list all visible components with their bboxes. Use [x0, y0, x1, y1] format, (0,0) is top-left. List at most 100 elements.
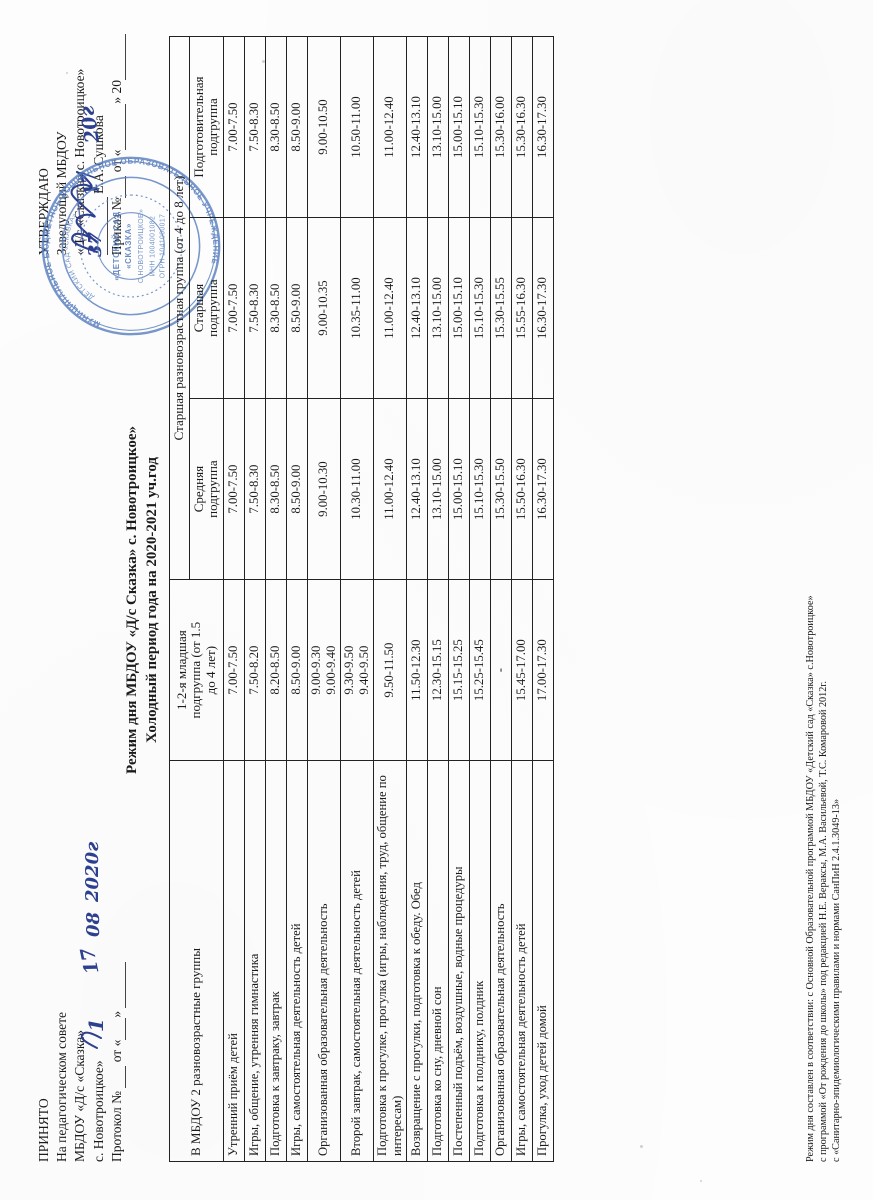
table-body: Утренний приём детей 7.00-7.50 7.00-7.50 7.…: [222, 36, 553, 1162]
row-time-pd: 13.10-15.00: [426, 36, 448, 218]
signature-field: [93, 197, 108, 256]
row-time-st: 7.00-7.50: [222, 217, 244, 399]
row-time-g1: 9.50-11.50: [372, 579, 406, 761]
row-time-pd: 15.00-15.10: [447, 36, 469, 218]
header-subgroup-prep: Подготовительная подгруппа: [188, 36, 223, 218]
row-activity-label: Игры, самостоятельная деятельность детей: [285, 760, 307, 1162]
row-time-st: 15.00-15.10: [447, 217, 469, 399]
row-time-st: 8.30-8.50: [264, 217, 286, 399]
row-activity-label: Игры, общение, утренняя гимнастика: [243, 760, 265, 1162]
header-subgroup-senior-l2: подгруппа: [204, 279, 220, 337]
document-body: ПРИНЯТО На педагогическом совете МБДОУ «…: [27, 20, 847, 1180]
row-time-pd: 12.40-13.10: [405, 36, 427, 218]
row-time-pd: 7.00-7.50: [222, 36, 244, 218]
schedule-table-wrapper: В МБДОУ 2 разновозрастные группы 1-2-я м…: [169, 36, 554, 1162]
row-time-sr: 8.30-8.50: [264, 398, 286, 580]
row-time-sr: 15.00-15.10: [447, 398, 469, 580]
header-junior-l3: до 4 лет): [202, 645, 218, 695]
table-row: Игры, общение, утренняя гимнастика 7.50-8…: [243, 36, 265, 1162]
row-time-g1: 7.00-7.50: [222, 579, 244, 761]
row-time-st: 8.50-9.00: [285, 217, 307, 399]
row-time-g1: 11.50-12.30: [405, 579, 427, 761]
row-time-g1: 9.00-9.30 9.00-9.40: [306, 579, 340, 761]
table-row: Организованная образовательная деятельно…: [306, 36, 340, 1162]
footnote-line-2: с программой «От рождения до школы» под …: [817, 681, 829, 1162]
row-activity-label: Подготовка к завтраку, завтрак: [264, 760, 286, 1162]
row-time-pd: 8.50-9.00: [285, 36, 307, 218]
row-time-sr: 10.30-11.00: [339, 398, 373, 580]
row-activity-label: Подготовка ко сну, дневной сон: [426, 760, 448, 1162]
protocol-from: от «: [108, 1039, 124, 1063]
row-time-pd: 7.50-8.30: [243, 36, 265, 218]
schedule-table: В МБДОУ 2 разновозрастные группы 1-2-я м…: [169, 36, 554, 1162]
table-row: Утренний приём детей 7.00-7.50 7.00-7.50 7.…: [222, 36, 244, 1162]
document-footnote: Режим дня составлен в соответствии: с Ос…: [803, 36, 842, 1162]
row-time-st: 15.10-15.30: [468, 217, 490, 399]
header-activity-column: В МБДОУ 2 разновозрастные группы: [169, 760, 223, 1162]
row-time-sr: 15.10-15.30: [468, 398, 490, 580]
table-row: Подготовка к прогулке, прогулка (игры, н…: [372, 36, 406, 1162]
row-time-pd: 15.30-16.30: [510, 36, 532, 218]
accepted-council: На педагогическом совете: [53, 1011, 69, 1162]
row-activity-label: Организованная образовательная деятельно…: [306, 760, 340, 1162]
footnote-line-3: с «Санитарно-эпидемиологическими правила…: [830, 798, 842, 1162]
row-time-g1: 15.25-15.45: [468, 579, 490, 761]
title-line-1: Режим дня МБДОУ «Д/с Сказка» с. Новотрои…: [123, 426, 140, 774]
accepted-org: МБДОУ «Д/с «Сказка»: [71, 1030, 87, 1162]
row-time-pd: 11.00-12.40: [372, 36, 406, 218]
row-time-pd: 8.30-8.50: [264, 36, 286, 218]
header-senior-group: Старшая разновозрастная группа (от 4 до …: [169, 36, 189, 580]
row-time-sr: 8.50-9.00: [285, 398, 307, 580]
header-subgroup-middle: Средняя подгруппа: [188, 398, 223, 580]
table-row: Постепенный подъём, воздушные, водные пр…: [447, 36, 469, 1162]
table-row: Второй завтрак, самостоятельная деятельн…: [339, 36, 373, 1162]
table-row: Возвращение с прогулки, подготовка к обе…: [405, 36, 427, 1162]
document-header: ПРИНЯТО На педагогическом совете МБДОУ «…: [35, 20, 126, 1180]
table-row: Игры, самостоятельная деятельность детей…: [285, 36, 307, 1162]
row-time-g1: 9.30-9.50 9.40-9.50: [339, 579, 373, 761]
footnote-line-1: Режим дня составлен в соответствии: с Ос…: [804, 595, 816, 1162]
row-time-g1: -: [489, 579, 511, 761]
header-subgroup-senior: Старшая подгруппа: [188, 217, 223, 399]
protocol-label: Протокол №: [108, 1091, 124, 1162]
row-time-st: 16.30-17.30: [531, 217, 553, 399]
row-time-pd: 15.10-15.30: [468, 36, 490, 218]
order-label: Приказ №: [108, 197, 124, 256]
protocol-quote: »: [108, 1010, 124, 1018]
row-time-pd: 9.00-10.50: [306, 36, 340, 218]
approved-signature-line: Е.А. Сушкова: [89, 34, 108, 256]
table-row: Подготовка к полднику, полдник 15.25-15.4…: [468, 36, 490, 1162]
approved-title: УТВЕРЖДАЮ: [35, 168, 51, 256]
header-subgroup-middle-l2: подгруппа: [204, 460, 220, 518]
row-time-sr: 12.40-13.10: [405, 398, 427, 580]
row-activity-label: Утренний приём детей: [222, 760, 244, 1162]
row-time-g1: 8.20-8.50: [264, 579, 286, 761]
row-time-pd: 16.30-17.30: [531, 36, 553, 218]
table-header-row-1: В МБДОУ 2 разновозрастные группы 1-2-я м…: [169, 36, 223, 1162]
row-activity-label: Постепенный подъём, воздушные, водные пр…: [447, 760, 469, 1162]
order-year-prefix: 20: [108, 80, 124, 94]
accepted-title: ПРИНЯТО: [35, 1098, 51, 1162]
row-time-st: 15.30-15.55: [489, 217, 511, 399]
row-time-st: 11.00-12.40: [372, 217, 406, 399]
order-quote: »: [108, 96, 124, 104]
row-time-st: 15.55-16.30: [510, 217, 532, 399]
row-time-sr: 7.00-7.50: [222, 398, 244, 580]
header-junior-l1: 1-2-я младшая: [173, 630, 188, 710]
row-time-st: 9.00-10.35: [306, 217, 340, 399]
order-from: от «: [108, 149, 124, 173]
row-time-g1: 15.45-17.00: [510, 579, 532, 761]
row-time-g1: 8.50-9.00: [285, 579, 307, 761]
header-subgroup-prep-l1: Подготовительная: [190, 76, 206, 178]
table-row: Подготовка к завтраку, завтрак 8.20-8.50 8…: [264, 36, 286, 1162]
row-activity-label: Подготовка к прогулке, прогулка (игры, н…: [372, 760, 406, 1162]
row-time-pd: 10.50-11.00: [339, 36, 373, 218]
row-activity-label: Прогулка, уход детей домой: [531, 760, 553, 1162]
row-time-g1: 17.00-17.30: [531, 579, 553, 761]
header-junior-l2: подгруппа (от 1.5: [187, 621, 203, 719]
row-time-st: 13.10-15.00: [426, 217, 448, 399]
row-activity-label: Игры, самостоятельная деятельность детей: [510, 760, 532, 1162]
header-junior-group: 1-2-я младшая подгруппа (от 1.5 до 4 лет…: [169, 579, 223, 761]
header-subgroup-middle-l1: Средняя: [190, 465, 206, 513]
